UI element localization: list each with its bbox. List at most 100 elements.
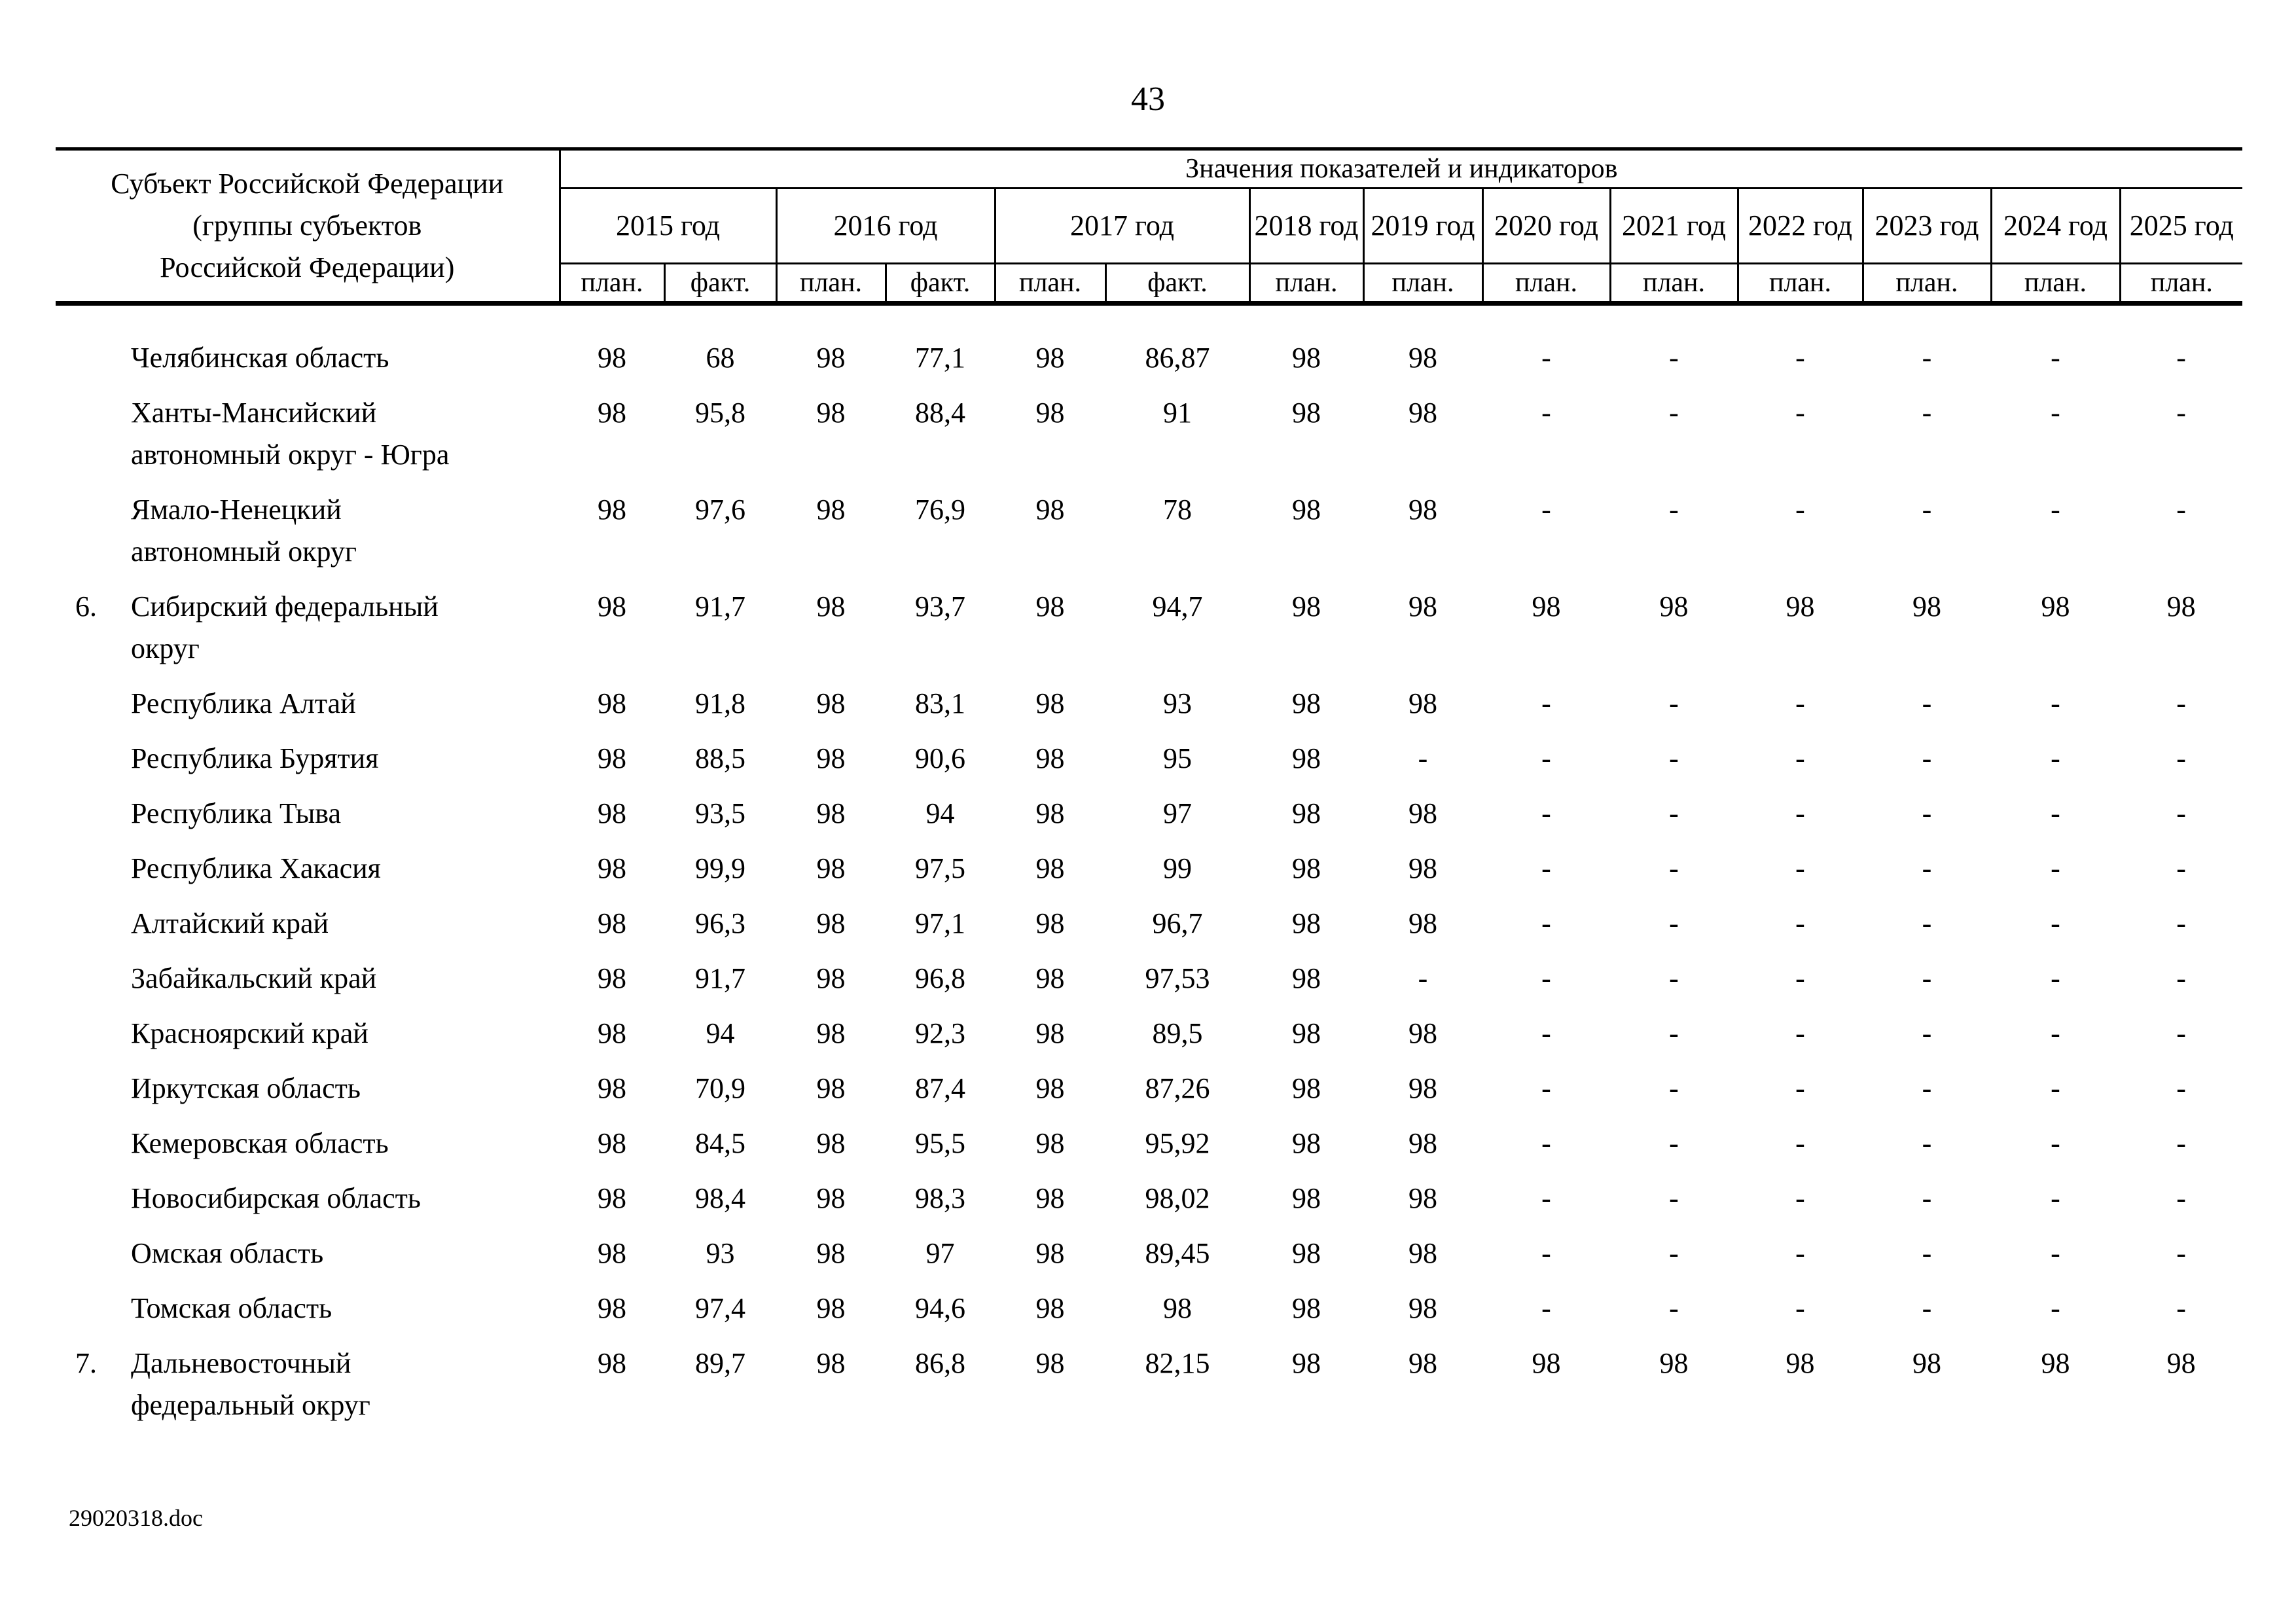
subheader-plan: план. xyxy=(1363,263,1484,306)
value-cell: 98 xyxy=(598,397,626,429)
table-row: Кемеровская область 98 84,5 98 95,5 98 95,92 98… xyxy=(56,1116,2242,1171)
value-cell: 98 xyxy=(816,797,846,829)
value-cell: - xyxy=(1795,397,1805,429)
value-cell: - xyxy=(1795,852,1805,884)
value-cell: 98 xyxy=(598,590,626,623)
value-cell: - xyxy=(1669,962,1679,994)
table-row: Томская область 98 97,4 98 94,6 98 98 98 98 - - - - -… xyxy=(56,1281,2242,1336)
value-cell: - xyxy=(2051,1072,2060,1104)
value-cell: - xyxy=(1795,1237,1805,1269)
value-cell: - xyxy=(1669,907,1679,939)
value-cell: 98 xyxy=(598,797,626,829)
table-row: Республика Алтай 98 91,8 98 83,1 98 93 98 98 - - - -… xyxy=(56,676,2242,731)
value-cell: 98 xyxy=(1035,1292,1065,1324)
value-cell: 98 xyxy=(1408,1237,1437,1269)
value-cell: 98 xyxy=(1292,1127,1321,1159)
value-cell: - xyxy=(2051,1127,2060,1159)
value-cell: 82,15 xyxy=(1145,1347,1210,1379)
subheader-fact: факт. xyxy=(886,263,996,306)
value-cell: - xyxy=(1669,342,1679,374)
value-cell: 98 xyxy=(1785,1347,1815,1379)
value-cell: - xyxy=(1795,342,1805,374)
value-cell: - xyxy=(1795,1127,1805,1159)
values-header: Значения показателей и индикаторов xyxy=(560,147,2243,189)
value-cell: 98 xyxy=(1292,397,1321,429)
value-cell: - xyxy=(2051,342,2060,374)
value-cell: 98 xyxy=(1035,797,1065,829)
value-cell: 98 xyxy=(1659,1347,1689,1379)
value-cell: - xyxy=(1669,797,1679,829)
table-row: 6. Сибирский федеральный округ 98 91,7 98 93,… xyxy=(56,579,2242,676)
value-cell: 98 xyxy=(1408,1127,1437,1159)
value-cell: 98 xyxy=(1292,1237,1321,1269)
subject-column-header: Субъект Российской Федерации (группы суб… xyxy=(56,147,561,306)
value-cell: 97 xyxy=(925,1237,955,1269)
value-cell: 86,8 xyxy=(915,1347,965,1379)
value-cell: - xyxy=(2176,1237,2186,1269)
value-cell: - xyxy=(2176,852,2186,884)
value-cell: - xyxy=(2176,1072,2186,1104)
value-cell: 98 xyxy=(1292,1292,1321,1324)
value-cell: 91 xyxy=(1163,397,1192,429)
subject-name: Забайкальский край xyxy=(131,962,377,994)
table-row: Алтайский край 98 96,3 98 97,1 98 96,7 98 98 - - - -… xyxy=(56,896,2242,951)
value-cell: 95 xyxy=(1163,742,1192,774)
value-cell: 98 xyxy=(1785,590,1815,623)
value-cell: - xyxy=(1669,687,1679,719)
value-cell: - xyxy=(1922,494,1932,526)
value-cell: 98 xyxy=(1532,1347,1561,1379)
value-cell: 98 xyxy=(1292,1017,1321,1049)
value-cell: 98 xyxy=(816,1017,846,1049)
value-cell: - xyxy=(2176,962,2186,994)
value-cell: 98 xyxy=(598,1292,626,1324)
value-cell: 98 xyxy=(598,1347,626,1379)
value-cell: - xyxy=(1541,687,1551,719)
value-cell: 94 xyxy=(925,797,955,829)
value-cell: 96,7 xyxy=(1152,907,1203,939)
value-cell: 98,3 xyxy=(915,1182,965,1214)
value-cell: 98 xyxy=(1292,852,1321,884)
table-row: Республика Бурятия 98 88,5 98 90,6 98 95 98 - - - -… xyxy=(56,731,2242,786)
value-cell: 98 xyxy=(1408,1182,1437,1214)
year-header-2016: 2016 год xyxy=(776,188,996,264)
value-cell: - xyxy=(1795,1072,1805,1104)
subheader-plan: план. xyxy=(995,263,1107,306)
value-cell: 98 xyxy=(598,687,626,719)
value-cell: - xyxy=(2176,687,2186,719)
value-cell: - xyxy=(2051,1017,2060,1049)
value-cell: 98 xyxy=(1035,962,1065,994)
value-cell: 98 xyxy=(2041,590,2070,623)
value-cell: 98 xyxy=(816,907,846,939)
subject-name: Дальневосточный федеральный округ xyxy=(131,1347,370,1421)
value-cell: 97,4 xyxy=(695,1292,745,1324)
value-cell: 98 xyxy=(1408,852,1437,884)
subject-cell: Республика Тыва xyxy=(56,786,560,841)
value-cell: - xyxy=(1669,1127,1679,1159)
value-cell: 95,8 xyxy=(695,397,745,429)
table-row: Забайкальский край 98 91,7 98 96,8 98 97,53 98 -… xyxy=(56,951,2242,1006)
value-cell: 98 xyxy=(598,962,626,994)
value-cell: - xyxy=(1795,1017,1805,1049)
value-cell: 89,7 xyxy=(695,1347,745,1379)
value-cell: - xyxy=(1669,1017,1679,1049)
value-cell: 98 xyxy=(816,342,846,374)
subject-cell: Ямало-Ненецкий автономный округ xyxy=(56,482,560,579)
value-cell: 98 xyxy=(598,1127,626,1159)
value-cell: 98 xyxy=(1912,590,1941,623)
value-cell: 84,5 xyxy=(695,1127,745,1159)
value-cell: - xyxy=(1795,962,1805,994)
value-cell: - xyxy=(1922,1182,1932,1214)
subject-name: Кемеровская область xyxy=(131,1127,389,1159)
subject-cell: 7. Дальневосточный федеральный округ xyxy=(56,1336,560,1433)
value-cell: 94,7 xyxy=(1152,590,1203,623)
value-cell: 98 xyxy=(1408,907,1437,939)
subject-name: Республика Алтай xyxy=(131,687,356,719)
value-cell: 91,7 xyxy=(695,590,745,623)
value-cell: 76,9 xyxy=(915,494,965,526)
value-cell: - xyxy=(2176,742,2186,774)
subject-name: Республика Тыва xyxy=(131,797,342,829)
value-cell: 98 xyxy=(816,590,846,623)
document-filename: 29020318.doc xyxy=(69,1505,203,1531)
subject-cell: Красноярский край xyxy=(56,1006,560,1061)
